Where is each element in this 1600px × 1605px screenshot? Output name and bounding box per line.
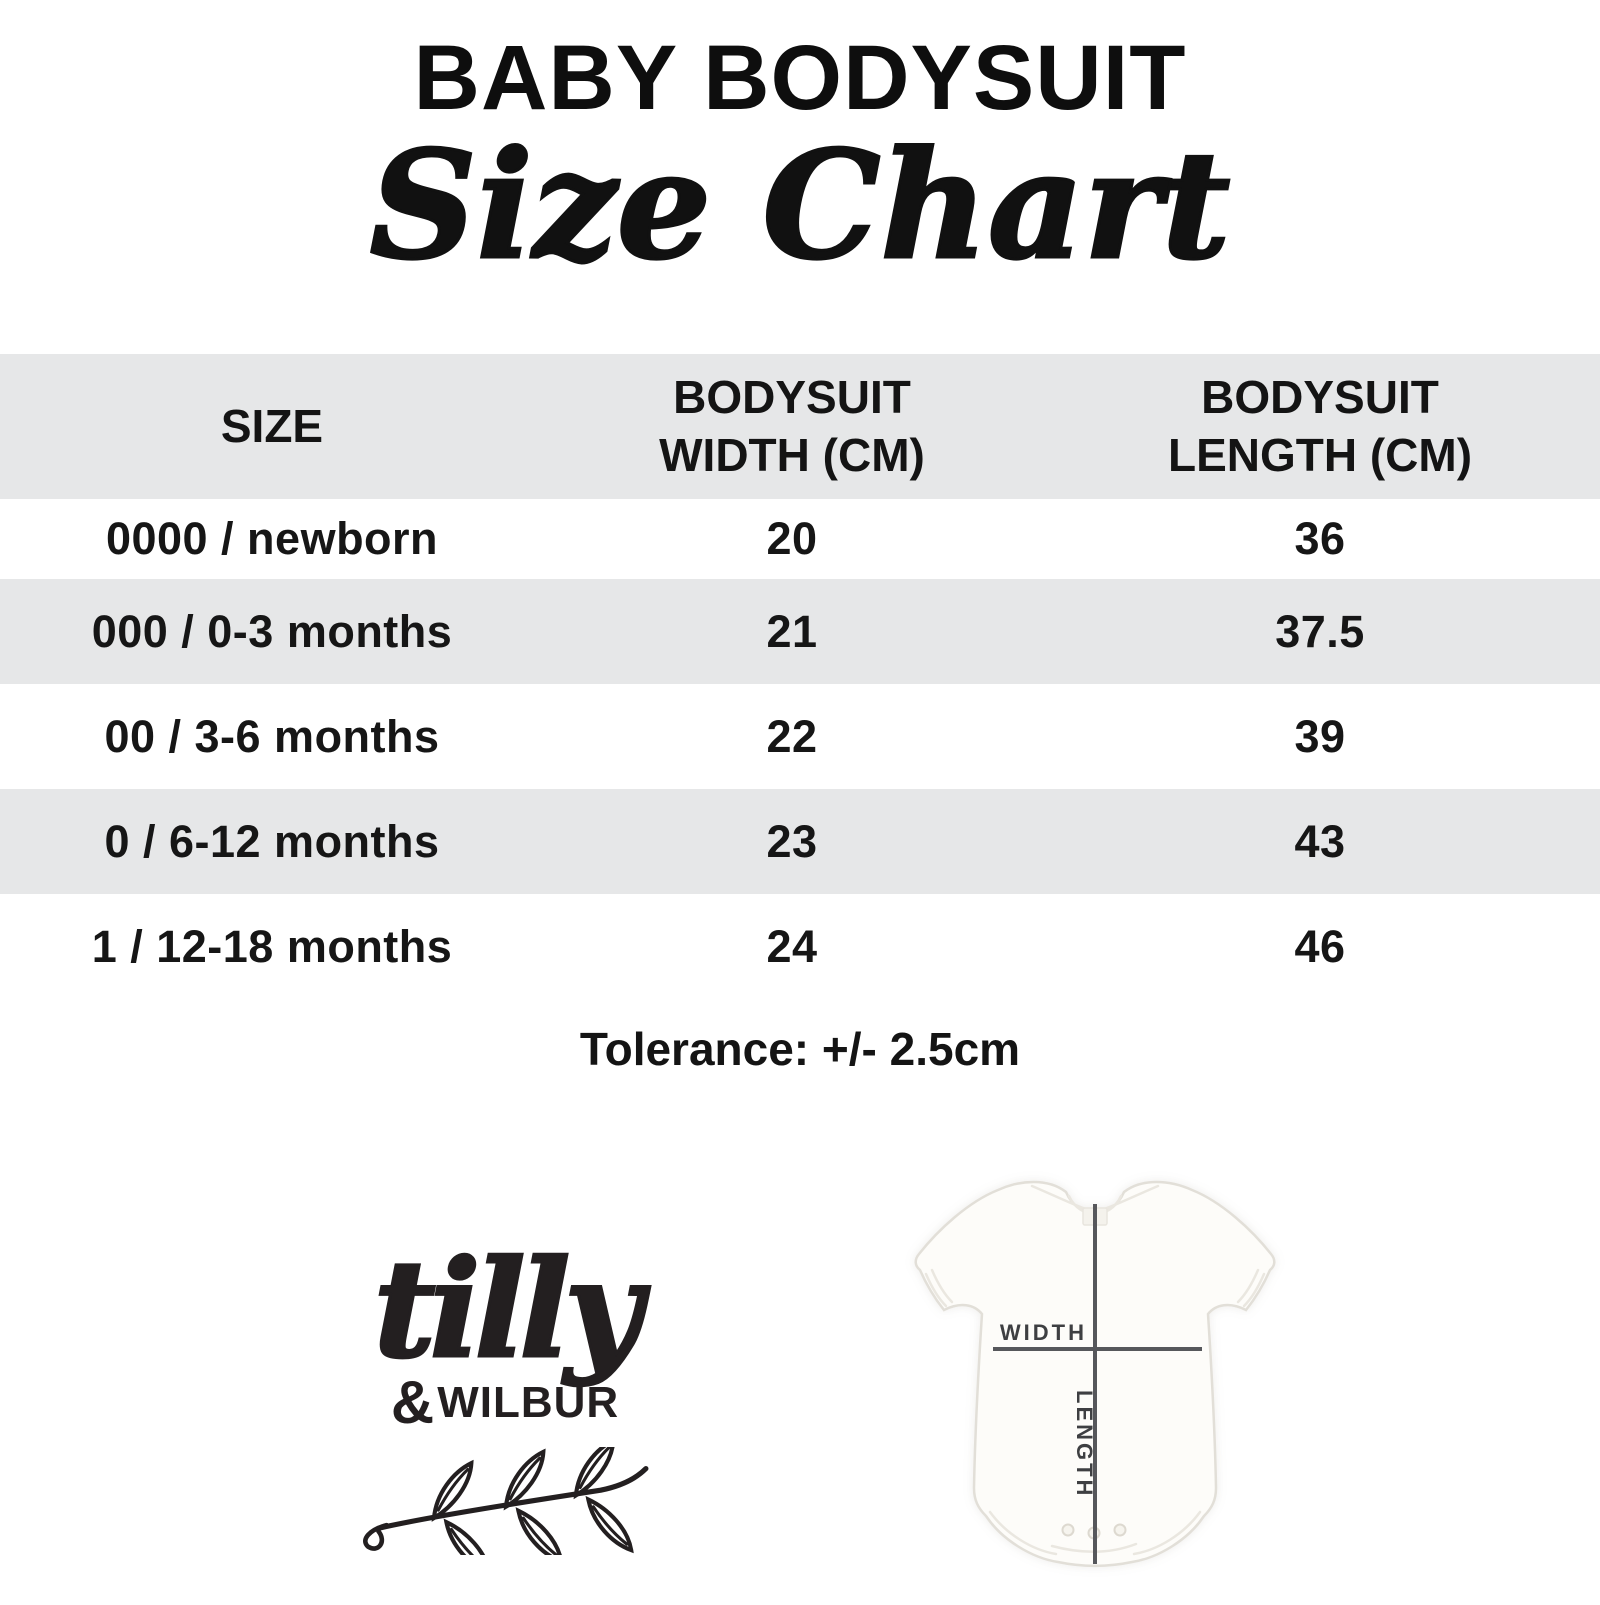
length-cell: 39 xyxy=(1294,710,1346,762)
brand-name-caps: &WILBUR xyxy=(340,1368,670,1437)
size-cell: 000 / 0-3 months xyxy=(91,605,453,657)
width-cell: 22 xyxy=(766,710,818,762)
table-row: 0000 / newborn 20 36 xyxy=(0,499,1600,579)
size-cell: 0000 / newborn xyxy=(105,513,439,564)
page-subtitle: Size Chart xyxy=(368,118,1231,292)
width-measure-label: WIDTH xyxy=(1000,1320,1087,1345)
tolerance-note: Tolerance: +/- 2.5cm xyxy=(579,1023,1021,1075)
length-measure-label: LENGTH xyxy=(1072,1390,1097,1498)
brand-logo: tilly &WILBUR xyxy=(340,1230,670,1555)
size-chart-table: SIZE BODYSUIT WIDTH (CM) BODYSUIT LENGTH (… xyxy=(0,354,1600,999)
measurement-diagram: WIDTH LENGTH xyxy=(880,1150,1340,1600)
brand-name-wilbur: WILBUR xyxy=(437,1378,620,1427)
length-cell: 37.5 xyxy=(1275,605,1365,657)
size-cell: 0 / 6-12 months xyxy=(104,815,440,867)
table-header-row: SIZE BODYSUIT WIDTH (CM) BODYSUIT LENGTH (… xyxy=(0,354,1600,499)
table-row: 1 / 12-18 months 24 46 xyxy=(0,894,1600,999)
width-cell: 20 xyxy=(766,513,818,564)
size-cell: 1 / 12-18 months xyxy=(91,920,453,972)
brand-name-script: tilly xyxy=(372,1230,643,1388)
width-cell: 21 xyxy=(766,605,818,657)
size-cell: 00 / 3-6 months xyxy=(104,710,440,762)
table-body: 0000 / newborn 20 36 000 / 0-3 months 21 37.5… xyxy=(0,499,1600,999)
width-cell: 23 xyxy=(766,815,818,867)
ampersand: & xyxy=(390,1369,436,1436)
table-row: 00 / 3-6 months 22 39 xyxy=(0,684,1600,789)
length-cell: 46 xyxy=(1294,920,1346,972)
length-cell: 36 xyxy=(1294,513,1346,564)
bodysuit-illustration: WIDTH LENGTH xyxy=(914,1180,1276,1567)
leaf-branch-icon xyxy=(363,1447,649,1555)
page-title: BABY BODYSUIT xyxy=(413,27,1187,129)
column-header: SIZE xyxy=(220,399,324,452)
column-header: BODYSUIT WIDTH (CM) xyxy=(659,371,925,481)
column-header: BODYSUIT LENGTH (CM) xyxy=(1167,371,1473,481)
table-row: 0 / 6-12 months 23 43 xyxy=(0,789,1600,894)
table-row: 000 / 0-3 months 21 37.5 xyxy=(0,579,1600,684)
width-cell: 24 xyxy=(766,920,818,972)
length-cell: 43 xyxy=(1294,815,1346,867)
